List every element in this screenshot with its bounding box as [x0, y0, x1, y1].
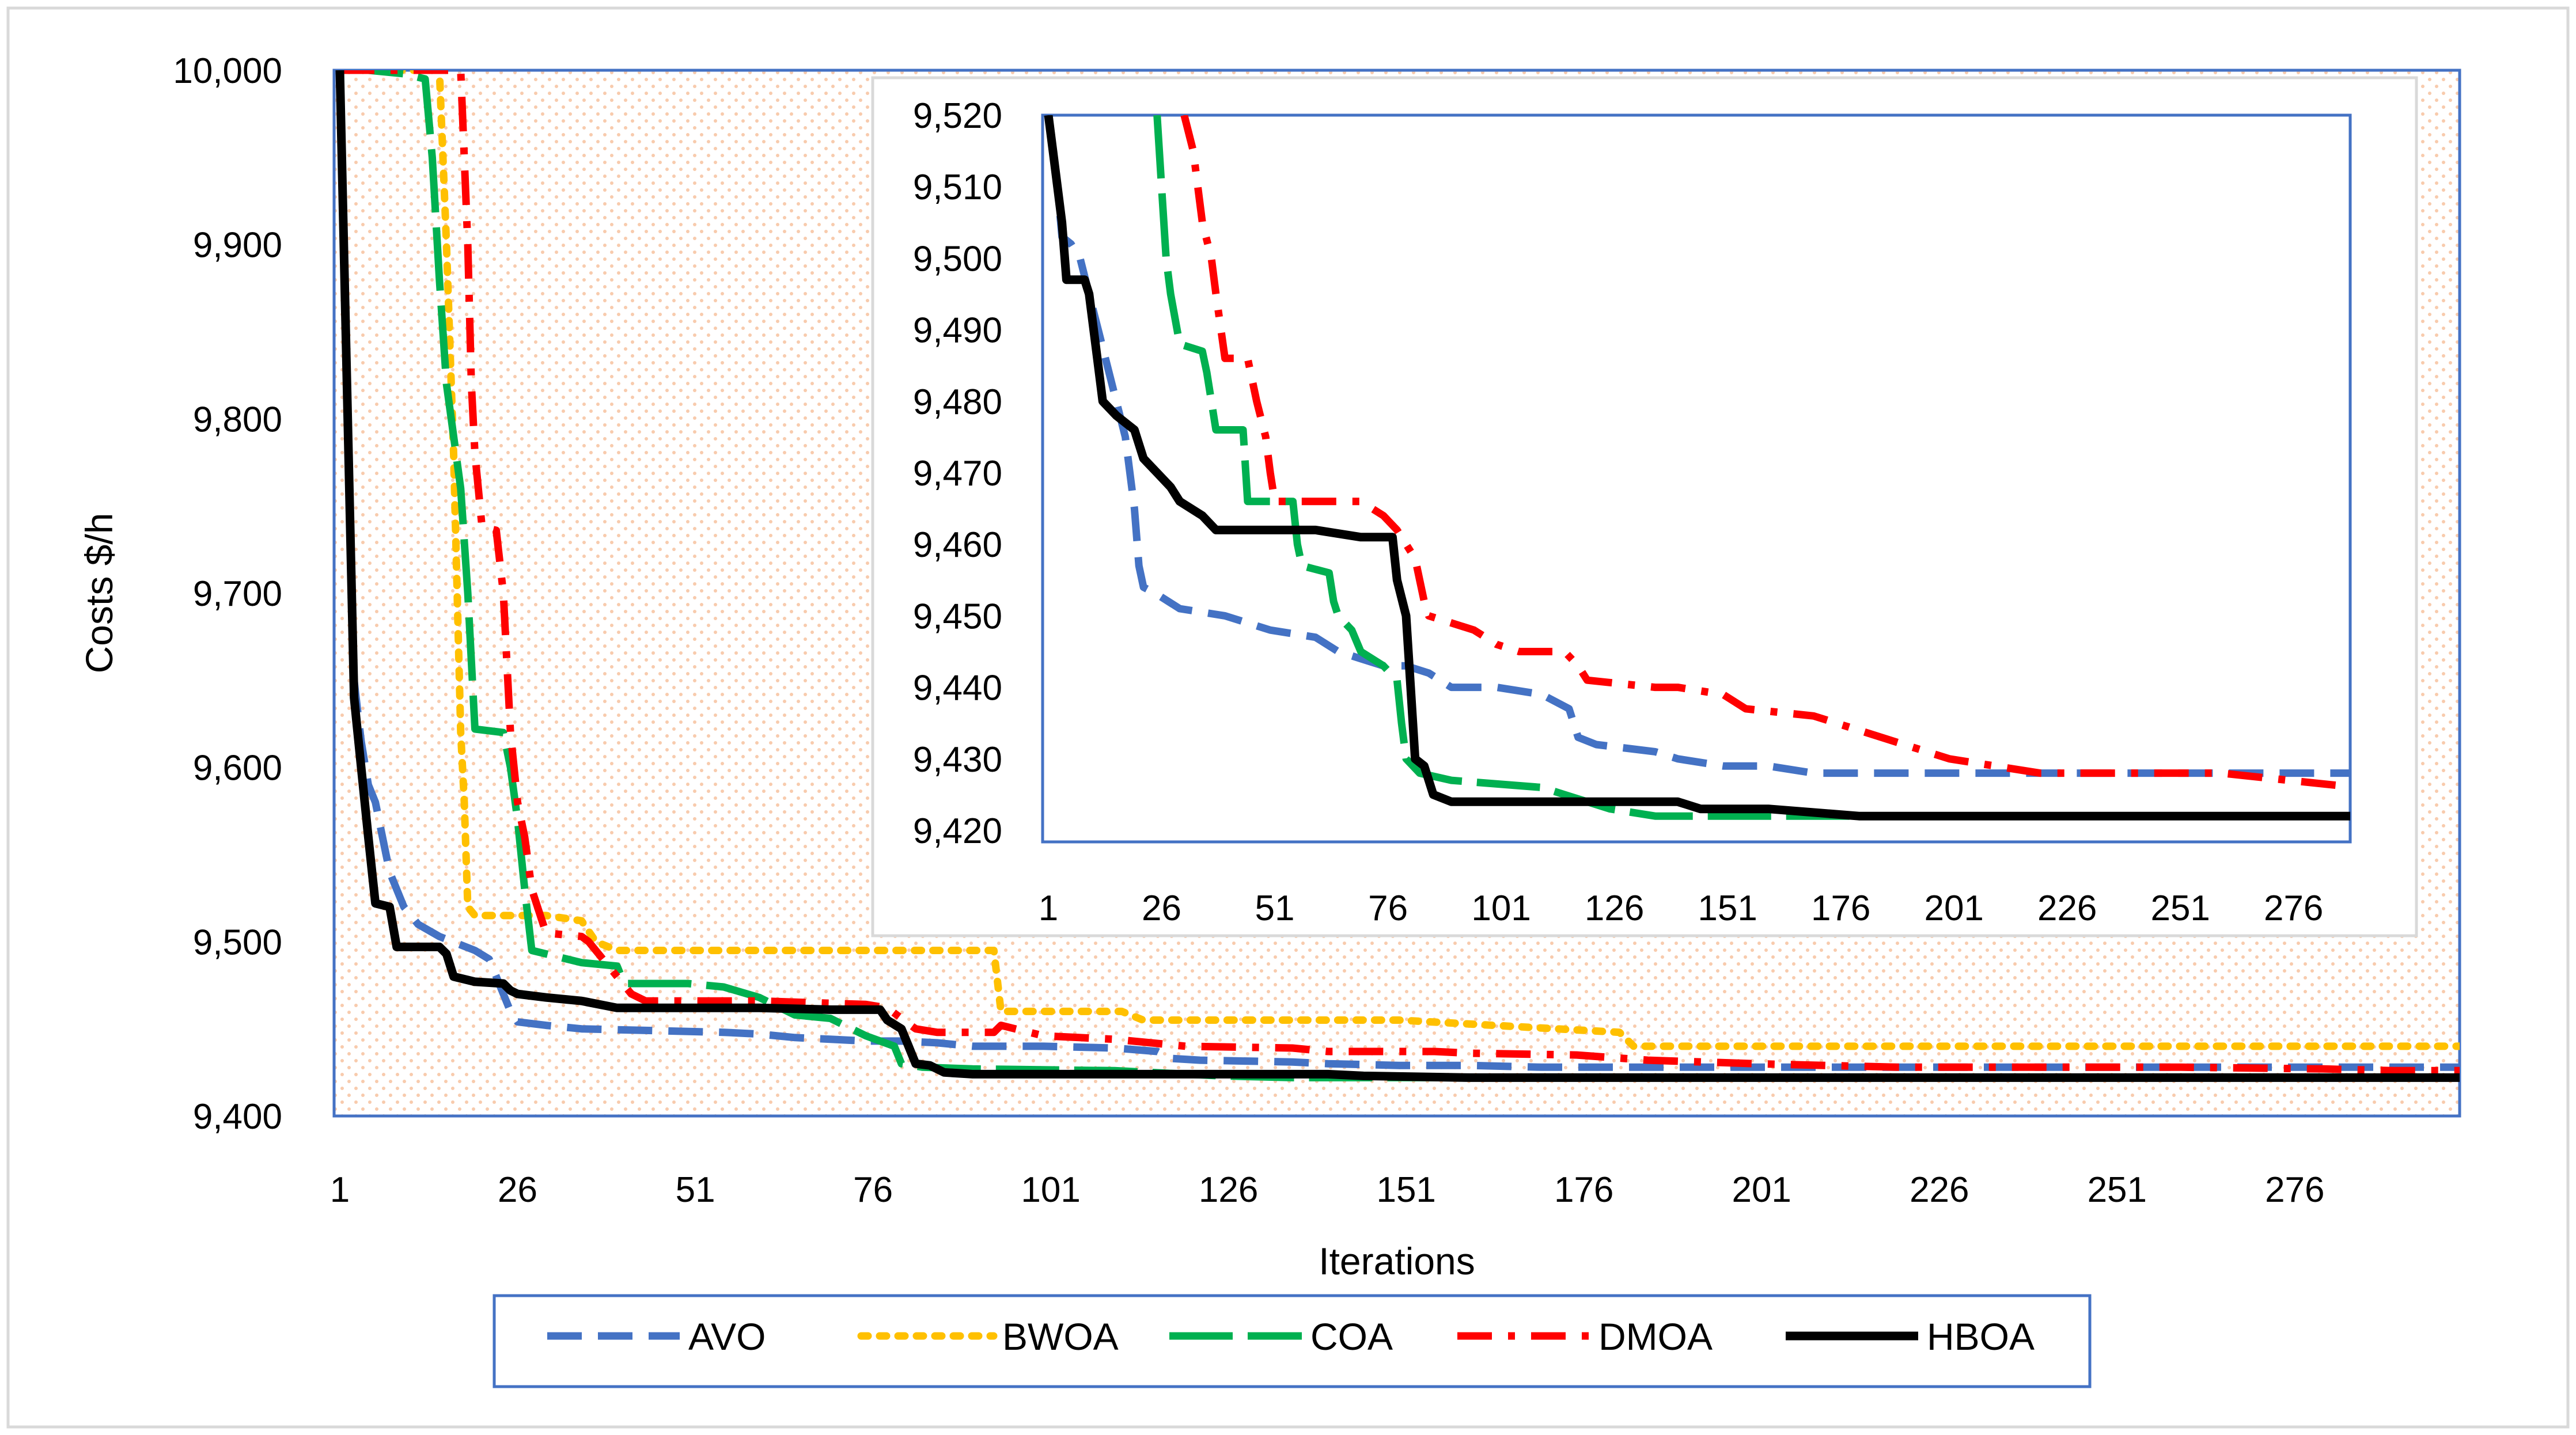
inset-x-tick-label: 176: [1811, 889, 1870, 928]
inset-x-tick-label: 251: [2150, 889, 2210, 928]
y-tick-label: 10,000: [173, 51, 282, 91]
inset-y-tick-label: 9,470: [913, 454, 1002, 493]
inset-y-tick-label: 9,430: [913, 740, 1002, 780]
legend-label-dmoa: DMOA: [1598, 1315, 1713, 1358]
x-tick-label: 151: [1376, 1170, 1435, 1210]
legend-label-hboa: HBOA: [1927, 1315, 2035, 1358]
x-axis-title: Iterations: [1319, 1240, 1475, 1282]
x-tick-label: 251: [2088, 1170, 2147, 1210]
main-series-avo: [336, 70, 2460, 1071]
x-tick-label: 226: [1910, 1170, 1969, 1210]
inset-x-tick-label: 126: [1585, 889, 1644, 928]
legend-box: [493, 1294, 2092, 1388]
x-tick-label: 51: [676, 1170, 715, 1210]
legend-label-bwoa: BWOA: [1002, 1315, 1119, 1358]
y-tick-label: 9,400: [193, 1097, 282, 1137]
inset-y-tick-label: 9,480: [913, 382, 1002, 422]
inset-y-tick-label: 9,420: [913, 811, 1002, 851]
inset-x-tick-label: 226: [2037, 889, 2097, 928]
x-tick-label: 1: [330, 1170, 350, 1210]
y-tick-label: 9,700: [193, 574, 282, 614]
inset-x-tick-label: 76: [1368, 889, 1408, 928]
inset-y-tick-label: 9,440: [913, 669, 1002, 708]
x-tick-label: 276: [2265, 1170, 2324, 1210]
legend-label-avo: AVO: [688, 1315, 766, 1358]
y-tick-label: 9,800: [193, 400, 282, 439]
inset-x-tick-label: 276: [2264, 889, 2323, 928]
x-tick-label: 76: [853, 1170, 893, 1210]
inset-x-tick-label: 51: [1255, 889, 1295, 928]
inset-x-tick-label: 101: [1471, 889, 1531, 928]
main-series-bwoa: [336, 70, 2460, 1050]
inset-x-tick-label: 1: [1039, 889, 1058, 928]
inset-series-avo: [1044, 115, 2350, 777]
inset-y-tick-label: 9,510: [913, 168, 1002, 207]
y-tick-label: 9,600: [193, 749, 282, 788]
inset-series-dmoa: [1180, 115, 2350, 791]
inset-x-tick-label: 151: [1698, 889, 1757, 928]
inset-y-tick-label: 9,520: [913, 96, 1002, 136]
y-tick-label: 9,900: [193, 226, 282, 265]
inset-y-tick-label: 9,500: [913, 239, 1002, 279]
inset-series-coa: [1153, 115, 2350, 820]
inset-plot-area: [1041, 113, 2352, 844]
inset-y-tick-label: 9,450: [913, 597, 1002, 636]
x-tick-label: 101: [1021, 1170, 1080, 1210]
x-tick-label: 26: [498, 1170, 537, 1210]
legend-label-coa: COA: [1310, 1315, 1393, 1358]
y-axis-title: Costs $/h: [78, 513, 120, 674]
x-tick-label: 126: [1199, 1170, 1258, 1210]
inset-series-hboa: [1044, 115, 2350, 821]
inset-x-tick-label: 26: [1142, 889, 1181, 928]
main-series-group: [335, 70, 2460, 1082]
x-tick-label: 201: [1732, 1170, 1791, 1210]
y-tick-label: 9,500: [193, 922, 282, 962]
legend: AVO BWOA COA DMOA HBOA: [547, 1315, 2035, 1358]
x-tick-label: 176: [1554, 1170, 1613, 1210]
inset-y-tick-label: 9,460: [913, 525, 1002, 565]
main-series-hboa: [335, 70, 2460, 1082]
inset-series-group: [1044, 115, 2350, 821]
inset-x-tick-label: 201: [1924, 889, 1983, 928]
inset-y-tick-label: 9,490: [913, 311, 1002, 351]
